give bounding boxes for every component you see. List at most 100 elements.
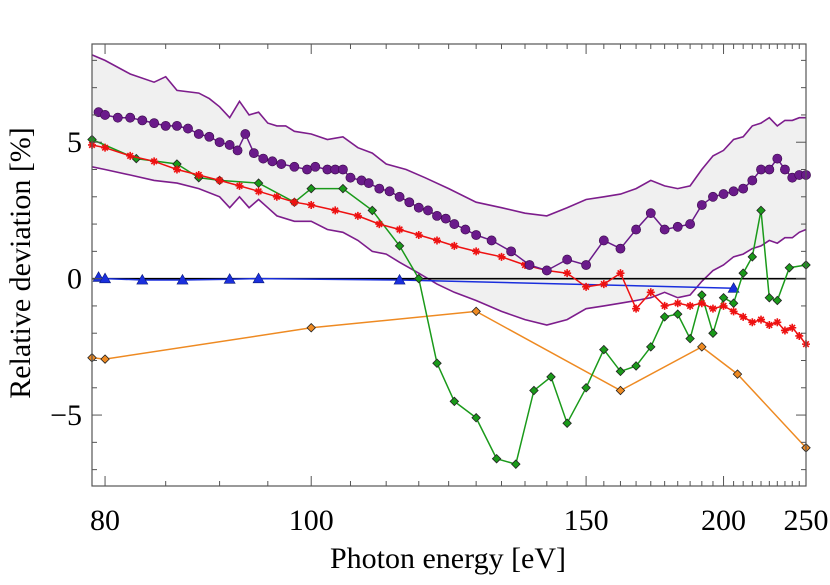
series-1-point-24 [582, 282, 591, 291]
series-4-line [98, 276, 734, 289]
series-2-point-34 [756, 205, 766, 216]
series-0-point-14 [240, 129, 251, 139]
series-1-point-17 [433, 236, 442, 245]
series-4-point-5 [252, 272, 265, 284]
series-1-point-34 [719, 301, 728, 310]
series-0-point-3 [125, 112, 136, 123]
series-2-point-23 [631, 361, 641, 371]
series-0-point-37 [460, 224, 471, 235]
series-0-point-4 [137, 115, 148, 126]
series-group [87, 107, 811, 469]
series-1-point-6 [215, 176, 224, 185]
series-0-point-38 [471, 230, 482, 240]
series-2-point-24 [646, 342, 656, 352]
series-0-point-1 [100, 110, 110, 120]
series-1-point-38 [757, 315, 766, 324]
series-2-point-26 [672, 309, 683, 319]
series-2-point-13 [449, 396, 460, 407]
band-group [91, 54, 807, 326]
series-0 [93, 107, 811, 276]
series-0-point-24 [338, 164, 348, 175]
series-2-point-20 [581, 383, 591, 393]
series-1-point-43 [795, 331, 804, 340]
series-1-point-37 [748, 318, 757, 327]
series-0-point-20 [302, 164, 312, 175]
series-0-point-29 [384, 186, 395, 197]
series-2-point-28 [697, 290, 707, 300]
series-1-point-13 [353, 211, 362, 220]
x-tick-label-80: 80 [90, 504, 120, 537]
series-0-point-13 [232, 145, 243, 156]
x-tick-label-100: 100 [289, 504, 334, 537]
series-3-point-2 [306, 322, 316, 333]
band-lower-line [91, 166, 807, 326]
series-2-point-11 [414, 273, 424, 284]
series-1-point-14 [375, 220, 384, 229]
series-4-point-1 [99, 272, 112, 284]
series-0-point-46 [615, 243, 626, 254]
series-0-point-53 [708, 191, 718, 202]
series-1-point-28 [646, 288, 655, 297]
series-1-point-15 [395, 225, 404, 234]
series-2-point-15 [491, 453, 502, 464]
series-4-point-4 [223, 273, 236, 284]
series-2-point-18 [546, 372, 556, 382]
series-1-point-31 [686, 301, 695, 310]
series-0-point-18 [276, 159, 287, 169]
series-2-point-8 [338, 183, 348, 194]
x-axis-label: Photon energy [eV] [330, 542, 566, 575]
series-0-point-48 [645, 208, 656, 219]
series-1-point-35 [729, 307, 738, 316]
series-1-point-1 [101, 143, 110, 152]
series-0-point-50 [672, 221, 683, 232]
series-0-point-57 [747, 175, 758, 186]
series-1-point-8 [254, 187, 263, 196]
series-1-point-12 [331, 206, 340, 215]
series-1-point-5 [194, 170, 203, 179]
series-0-point-45 [598, 235, 609, 246]
series-4-point-3 [176, 273, 189, 285]
series-1-point-36 [739, 312, 748, 321]
series-1-point-23 [563, 269, 572, 278]
series-1-point-29 [660, 301, 669, 310]
axes-ticks [92, 44, 807, 486]
series-1-point-41 [780, 326, 789, 335]
series-0-point-40 [506, 246, 517, 257]
series-2-point-29 [708, 328, 718, 338]
series-2-point-31 [728, 298, 739, 308]
series-1-point-30 [673, 299, 682, 308]
series-2-point-12 [432, 358, 442, 368]
series-0-point-41 [524, 260, 535, 270]
series-2-point-35 [764, 292, 775, 303]
series-2-point-19 [562, 418, 572, 429]
series-2-point-25 [659, 312, 670, 322]
series-2-point-32 [738, 268, 748, 278]
series-2-point-7 [306, 183, 316, 194]
series-1-point-10 [290, 198, 299, 207]
series-1-point-32 [697, 299, 706, 308]
series-0-point-58 [756, 164, 766, 175]
series-2-point-16 [511, 459, 521, 469]
series-4-point-2 [136, 273, 149, 285]
series-0-point-60 [772, 153, 783, 164]
series-2-point-33 [747, 252, 758, 262]
series-0-point-49 [659, 224, 670, 235]
series-1-point-19 [472, 247, 481, 256]
series-0-point-6 [160, 120, 171, 131]
band-upper-line [91, 54, 806, 217]
series-0-point-17 [267, 156, 278, 167]
series-0-point-35 [440, 213, 451, 224]
series-3-point-3 [471, 306, 481, 317]
series-2-point-22 [615, 366, 626, 377]
series-2-point-30 [718, 292, 729, 303]
series-0-point-16 [258, 153, 269, 164]
series-0-point-5 [149, 118, 160, 129]
series-1-point-33 [708, 304, 717, 313]
series-3-point-1 [100, 354, 110, 364]
series-1-point-42 [788, 323, 797, 332]
series-0-point-43 [562, 254, 573, 265]
series-3-point-5 [697, 342, 707, 352]
series-0-point-55 [728, 186, 739, 197]
series-2-point-10 [394, 241, 405, 251]
series-1-point-39 [765, 321, 774, 330]
